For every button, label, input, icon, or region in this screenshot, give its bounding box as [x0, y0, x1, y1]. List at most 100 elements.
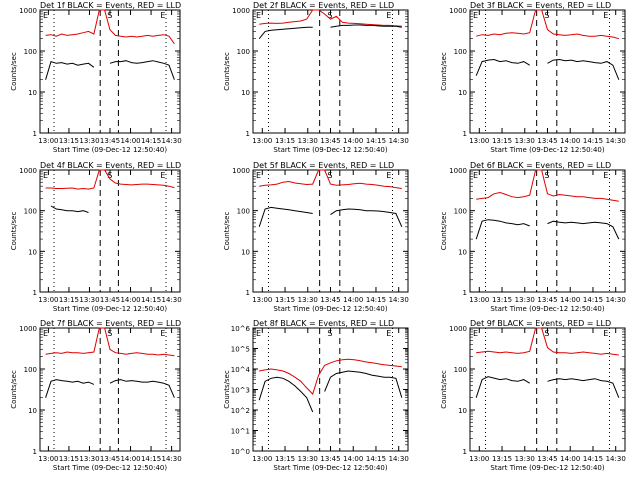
x-tick-label: 14:30 — [162, 137, 182, 145]
y-axis-label: Counts/sec — [223, 52, 231, 91]
x-tick-label: 13:30 — [515, 455, 535, 463]
x-tick-label: 13:15 — [59, 455, 79, 463]
event-marker-label: E — [386, 11, 391, 20]
event-marker-label: S — [544, 171, 549, 180]
x-tick-label: 13:00 — [469, 455, 489, 463]
x-tick-label: 14:15 — [583, 137, 603, 145]
x-tick-label: 13:45 — [320, 137, 340, 145]
y-tick-label: 10^4 — [231, 366, 251, 374]
y-tick-label: 1 — [463, 130, 467, 138]
x-tick-label: 14:15 — [583, 296, 603, 304]
x-tick-label: 14:00 — [120, 455, 140, 463]
x-tick-label: 14:15 — [141, 296, 161, 304]
y-tick-label: 1 — [246, 289, 250, 297]
y-tick-label: 10 — [241, 89, 250, 97]
x-tick-label: 14:00 — [120, 137, 140, 145]
x-tick-label: 13:00 — [252, 455, 272, 463]
x-tick-label: 13:45 — [100, 137, 120, 145]
event-marker-label: E — [256, 329, 261, 338]
series-line-events — [258, 24, 402, 40]
event-marker-label: E — [473, 329, 478, 338]
x-tick-label: 13:00 — [38, 455, 58, 463]
x-tick-label: 13:00 — [469, 296, 489, 304]
y-tick-label: 10 — [458, 407, 467, 415]
event-marker-label: S — [107, 11, 112, 20]
chart-panel-3: Det 3f BLACK = Events, RED = LLD 1 10 100 10… — [440, 1, 626, 154]
x-axis-label: Start Time (09-Dec-12 12:50:40) — [490, 464, 604, 472]
y-tick-label: 10^6 — [231, 325, 251, 333]
y-tick-label: 10 — [28, 407, 37, 415]
y-tick-label: 1000 — [449, 325, 467, 333]
series-line-events — [258, 370, 403, 413]
y-tick-label: 10^3 — [231, 387, 250, 395]
y-tick-label: 100 — [24, 366, 37, 374]
plot-frame — [252, 9, 409, 134]
y-axis-label: Counts/sec — [223, 370, 231, 409]
x-tick-label: 14:00 — [343, 296, 363, 304]
x-axis-label: Start Time (09-Dec-12 12:50:40) — [53, 305, 167, 313]
event-marker-label: S — [107, 171, 112, 180]
x-tick-label: 14:00 — [120, 296, 140, 304]
chart-title: Det 8f BLACK = Events, RED = LLD — [253, 319, 394, 328]
chart-title: Det 4f BLACK = Events, RED = LLD — [40, 161, 181, 170]
x-tick-label: 13:15 — [275, 455, 295, 463]
plot-frame — [252, 327, 409, 452]
x-axis-label: Start Time (09-Dec-12 12:50:40) — [273, 464, 387, 472]
event-marker-label: E — [160, 329, 165, 338]
chart-title: Det 3f BLACK = Events, RED = LLD — [470, 1, 611, 10]
y-tick-label: 10^2 — [231, 407, 250, 415]
x-axis-label: Start Time (09-Dec-12 12:50:40) — [273, 305, 387, 313]
series-line-events — [45, 60, 175, 80]
event-marker-label: S — [544, 329, 549, 338]
chart-title: Det 2f BLACK = Events, RED = LLD — [253, 1, 394, 10]
x-tick-label: 14:00 — [560, 296, 580, 304]
x-axis-label: Start Time (09-Dec-12 12:50:40) — [273, 146, 387, 154]
y-tick-label: 1000 — [449, 167, 467, 175]
x-tick-label: 13:45 — [320, 296, 340, 304]
x-tick-label: 13:15 — [492, 137, 512, 145]
y-tick-label: 10 — [241, 248, 250, 256]
y-tick-label: 10 — [28, 89, 37, 97]
y-tick-label: 10 — [28, 248, 37, 256]
chart-title: Det 1f BLACK = Events, RED = LLD — [40, 1, 181, 10]
x-tick-label: 14:00 — [343, 137, 363, 145]
x-tick-label: 13:00 — [469, 137, 489, 145]
x-tick-label: 13:15 — [275, 137, 295, 145]
event-marker-label: S — [327, 11, 332, 20]
x-tick-label: 14:30 — [389, 455, 409, 463]
x-tick-label: 14:00 — [560, 455, 580, 463]
chart-panel-4: Det 4f BLACK = Events, RED = LLD 1 10 100 10… — [10, 161, 182, 313]
x-tick-label: 13:30 — [298, 296, 318, 304]
y-tick-label: 1000 — [232, 7, 250, 15]
y-tick-label: 100 — [454, 48, 467, 56]
x-tick-label: 14:15 — [583, 455, 603, 463]
series-line-events — [45, 379, 175, 398]
series-line-events — [50, 205, 89, 213]
x-tick-label: 13:30 — [515, 296, 535, 304]
x-tick-label: 13:00 — [38, 137, 58, 145]
chart-panel-2: Det 2f BLACK = Events, RED = LLD 1 10 100 10… — [223, 1, 409, 154]
chart-panel-5: Det 5f BLACK = Events, RED = LLD 1 10 100 10… — [223, 161, 409, 313]
event-marker-label: E — [386, 329, 391, 338]
y-axis-label: Counts/sec — [10, 52, 18, 91]
y-axis-label: Counts/sec — [10, 370, 18, 409]
y-tick-label: 1000 — [19, 167, 37, 175]
y-tick-label: 1 — [463, 448, 467, 456]
series-line-lld — [476, 9, 619, 40]
x-tick-label: 14:15 — [366, 137, 386, 145]
series-line-lld — [259, 9, 402, 27]
y-tick-label: 100 — [237, 208, 250, 216]
x-tick-label: 13:00 — [252, 137, 272, 145]
x-tick-label: 13:45 — [100, 296, 120, 304]
y-tick-label: 1 — [33, 130, 37, 138]
x-tick-label: 13:30 — [79, 455, 99, 463]
event-marker-label: E — [160, 171, 165, 180]
y-axis-label: Counts/sec — [440, 212, 448, 251]
x-tick-label: 13:15 — [59, 137, 79, 145]
x-tick-label: 14:15 — [141, 455, 161, 463]
x-tick-label: 14:00 — [560, 137, 580, 145]
y-tick-label: 1 — [463, 289, 467, 297]
y-tick-label: 1 — [33, 448, 37, 456]
series-line-lld — [476, 327, 619, 356]
